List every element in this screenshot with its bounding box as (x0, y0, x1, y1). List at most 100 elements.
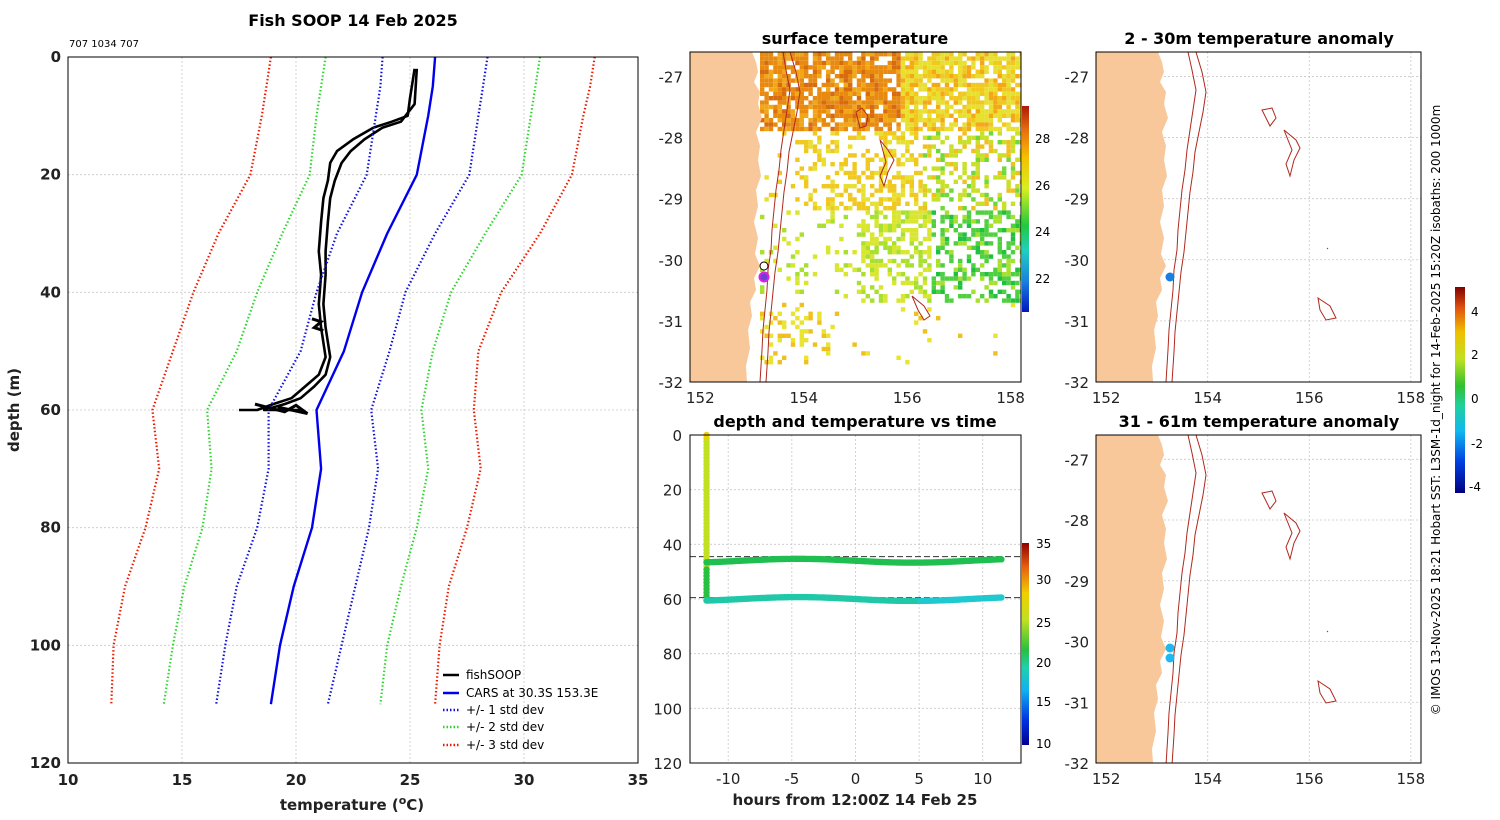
sst-cell (795, 276, 800, 281)
sst-cell (984, 197, 989, 202)
sst-cell (909, 82, 914, 88)
sst-cell (997, 153, 1002, 158)
sst-cell (760, 74, 765, 79)
sst-cell (874, 206, 879, 211)
sst-cell (900, 78, 906, 83)
sst-cell (764, 360, 769, 365)
sst-cell (931, 126, 936, 132)
sst-cell (909, 280, 914, 286)
sst-cell (804, 60, 809, 66)
sst-cell (944, 82, 950, 88)
sst-cell (795, 100, 800, 105)
sst-cell (782, 82, 787, 88)
sst-cell (958, 56, 963, 61)
sst-cell (1010, 272, 1016, 277)
sst-cell (1006, 188, 1011, 193)
sst-cell (944, 126, 950, 132)
sst-station-marker (759, 261, 769, 271)
sst-cell (1006, 298, 1011, 303)
sst-cell (958, 263, 963, 268)
sst-cell (940, 236, 945, 242)
sst-cell (958, 232, 963, 237)
sst-cell (962, 113, 967, 118)
sst-cell (874, 82, 879, 88)
profile-ytick-label: 40 (40, 283, 61, 301)
sst-cell (795, 236, 800, 242)
sst-cell (843, 294, 848, 299)
sst-cell (936, 166, 941, 171)
sst-cell (944, 236, 950, 242)
sst-cell (993, 113, 998, 118)
sst-cell (931, 118, 936, 123)
map-xtick-label: 154 (789, 389, 818, 407)
sst-cell (927, 236, 932, 242)
anom-isobath (1326, 247, 1329, 250)
sst-cell (896, 126, 901, 132)
sst-cell (953, 122, 958, 127)
sst-cell (940, 280, 945, 286)
sst-cell (905, 201, 910, 206)
sst-cell (760, 91, 765, 96)
sst-cell (795, 87, 800, 92)
sst-cell (966, 175, 972, 180)
sst-cell (892, 223, 897, 228)
anom2-station-marker-lower (1165, 653, 1175, 663)
sst-cell (900, 74, 906, 79)
sst-cell (944, 214, 950, 220)
sst-cell (922, 87, 928, 92)
time-cbar-tick-10: 10 (1036, 737, 1051, 751)
sst-cell (764, 324, 769, 330)
sst-cell (817, 140, 822, 145)
sst-cell (927, 78, 932, 83)
sst-cell (984, 91, 989, 96)
profile-series-fishsoop-blob (254, 402, 309, 415)
sst-cell (1010, 100, 1016, 105)
sst-cell (962, 144, 967, 149)
sst-cell (962, 236, 967, 242)
sst-cell (852, 170, 857, 176)
sst-cell (936, 104, 941, 110)
sst-cell (874, 267, 879, 272)
sst-cell (1010, 109, 1016, 114)
sst-cell (927, 188, 932, 193)
sst-cell (918, 82, 923, 88)
sst-cell (839, 60, 844, 66)
sst-cell (799, 329, 804, 334)
sst-cell (918, 170, 923, 176)
sst-cell (914, 65, 919, 70)
sst-cell (914, 170, 919, 176)
sst-cell (821, 104, 826, 110)
sst-cell (944, 210, 950, 215)
sst-cell (962, 60, 967, 66)
sst-cell (856, 65, 862, 70)
profile-series--3-std-dev (434, 56, 596, 705)
sst-cell (839, 65, 844, 70)
sst-land (690, 52, 762, 382)
sst-cell (962, 206, 967, 211)
sst-cell (900, 236, 906, 242)
time-ytick-label: 60 (663, 591, 682, 609)
sst-cell (773, 351, 778, 356)
sst-cell (1010, 258, 1016, 264)
sst-cell (870, 241, 875, 246)
sst-cell (782, 228, 787, 233)
sst-cell (1019, 223, 1021, 228)
sst-cell (971, 113, 976, 118)
sst-cell (922, 118, 928, 123)
sst-cell (804, 52, 809, 57)
sst-cell (922, 294, 928, 299)
sst-cell (909, 157, 914, 162)
sst-cell (830, 179, 835, 184)
sst-cell (760, 214, 765, 220)
sst-cell (914, 276, 919, 281)
map-ytick-label: -31 (1065, 694, 1090, 712)
sst-cell (1002, 82, 1007, 88)
sst-cell (931, 60, 936, 66)
sst-cell (988, 197, 994, 202)
time-xtick-label: 5 (914, 770, 924, 788)
sst-cell (975, 109, 980, 114)
legend-label-cars: CARS at 30.3S 153.3E (466, 686, 598, 700)
sst-cell (804, 82, 809, 88)
sst-cell (900, 60, 906, 66)
sst-cell (861, 245, 866, 250)
